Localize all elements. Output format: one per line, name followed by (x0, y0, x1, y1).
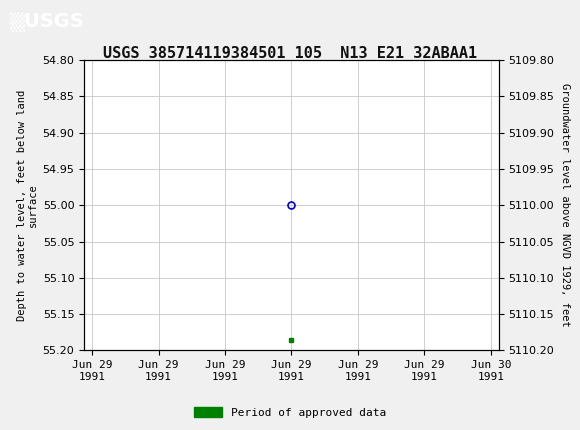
Text: USGS 385714119384501 105  N13 E21 32ABAA1: USGS 385714119384501 105 N13 E21 32ABAA1 (103, 46, 477, 61)
Legend: Period of approved data: Period of approved data (190, 403, 390, 422)
Y-axis label: Groundwater level above NGVD 1929, feet: Groundwater level above NGVD 1929, feet (560, 83, 570, 327)
Text: ▒USGS: ▒USGS (9, 13, 84, 32)
Y-axis label: Depth to water level, feet below land
surface: Depth to water level, feet below land su… (17, 90, 38, 321)
